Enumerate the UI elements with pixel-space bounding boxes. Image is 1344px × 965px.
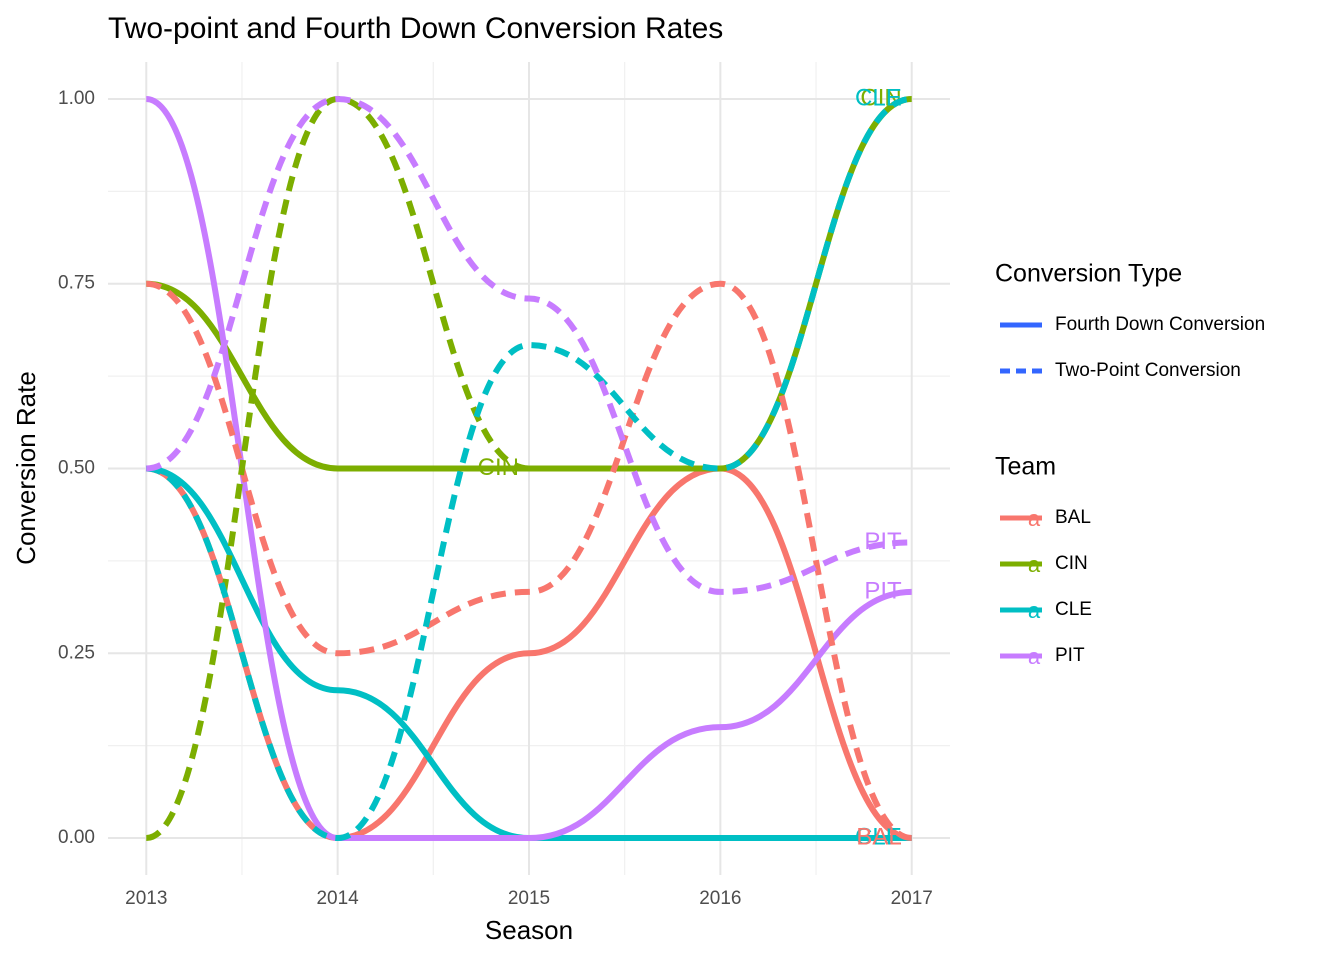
series-line xyxy=(146,465,912,842)
x-tick-label: 2014 xyxy=(316,888,359,909)
y-tick-label: 0.75 xyxy=(58,273,95,294)
legend-label: Two-Point Conversion xyxy=(1055,360,1241,381)
legend-title: Conversion Type xyxy=(995,260,1182,288)
legend-title: Team xyxy=(995,453,1056,481)
end-label: BAL xyxy=(856,823,901,850)
y-tick-label: 0.50 xyxy=(58,458,95,479)
series-line xyxy=(145,95,912,842)
series-line xyxy=(145,280,913,842)
x-tick-label: 2015 xyxy=(508,888,550,909)
legend-label: Fourth Down Conversion xyxy=(1055,314,1265,335)
chart-title: Two-point and Fourth Down Conversion Rat… xyxy=(108,12,723,45)
y-axis-label: Conversion Rate xyxy=(11,371,41,565)
end-label: CIN xyxy=(478,454,519,481)
y-tick-label: 0.25 xyxy=(58,642,95,663)
x-tick-label: 2013 xyxy=(125,888,167,909)
end-label: PIT xyxy=(864,528,902,555)
series-line xyxy=(145,465,913,842)
legend-key-glyph: a xyxy=(1028,552,1041,577)
x-tick-label: 2017 xyxy=(891,888,933,909)
legend-label: PIT xyxy=(1055,645,1085,666)
y-tick-label: 1.00 xyxy=(58,88,95,109)
legend-label: BAL xyxy=(1055,507,1091,528)
legend-key-glyph: a xyxy=(1028,506,1041,531)
legend-label: CIN xyxy=(1055,553,1088,574)
series-line xyxy=(145,95,913,842)
end-label: PIT xyxy=(864,577,902,604)
end-label: CLE xyxy=(855,823,902,850)
series-line xyxy=(145,95,530,842)
x-axis-label: Season xyxy=(485,915,573,945)
end-label: CLE xyxy=(855,84,902,111)
legend-key-glyph: a xyxy=(1028,644,1041,669)
x-tick-label: 2016 xyxy=(699,888,741,909)
y-tick-label: 0.00 xyxy=(58,827,95,848)
legend-key-glyph: a xyxy=(1028,598,1041,623)
series-line xyxy=(145,95,912,595)
legend-label: CLE xyxy=(1055,599,1092,620)
